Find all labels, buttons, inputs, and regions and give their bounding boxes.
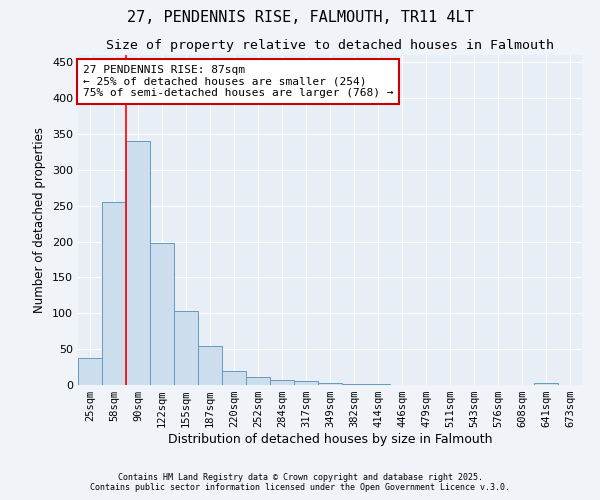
Text: 27, PENDENNIS RISE, FALMOUTH, TR11 4LT: 27, PENDENNIS RISE, FALMOUTH, TR11 4LT: [127, 10, 473, 25]
Bar: [126, 141, 150, 385]
Y-axis label: Number of detached properties: Number of detached properties: [34, 127, 46, 313]
Bar: [174, 311, 198, 385]
Text: Contains HM Land Registry data © Crown copyright and database right 2025.
Contai: Contains HM Land Registry data © Crown c…: [90, 473, 510, 492]
Text: 27 PENDENNIS RISE: 87sqm
← 25% of detached houses are smaller (254)
75% of semi-: 27 PENDENNIS RISE: 87sqm ← 25% of detach…: [83, 65, 394, 98]
Bar: [318, 383, 342, 385]
Bar: [246, 377, 270, 385]
Bar: [270, 380, 294, 385]
Bar: [150, 243, 174, 385]
Bar: [222, 370, 246, 385]
Bar: [342, 384, 366, 385]
X-axis label: Distribution of detached houses by size in Falmouth: Distribution of detached houses by size …: [168, 433, 492, 446]
Bar: [102, 202, 126, 385]
Bar: [294, 382, 318, 385]
Bar: [78, 358, 102, 385]
Bar: [534, 383, 558, 385]
Bar: [198, 346, 222, 385]
Bar: [366, 384, 390, 385]
Title: Size of property relative to detached houses in Falmouth: Size of property relative to detached ho…: [106, 40, 554, 52]
